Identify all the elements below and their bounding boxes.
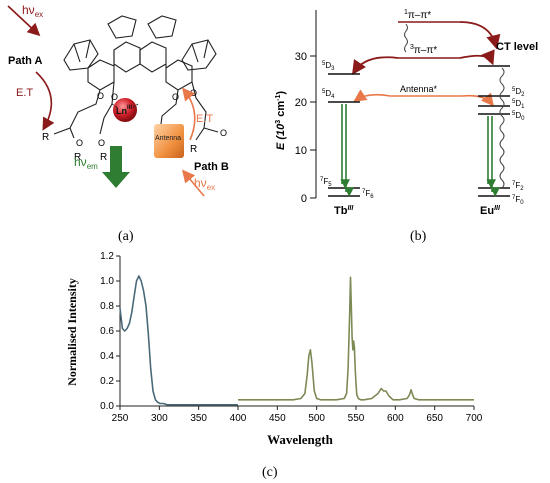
y-tick-label: 20 (295, 97, 307, 109)
antenna-to-tb-arrow (353, 89, 391, 102)
y-tick-label: 1.2 (100, 251, 114, 262)
hv-ex-right-label: hνex (194, 176, 215, 192)
x-axis-label: Wavelength (267, 432, 333, 447)
o-label: O (97, 91, 104, 101)
path-a-label: Path A (8, 55, 42, 67)
o-label: O (98, 138, 105, 148)
antenna-box (154, 124, 184, 158)
eu-level-label: 7F2 (512, 181, 524, 192)
et-right-label: E.T (196, 113, 213, 125)
panel-a-diagram: hνex Path A E.T O O O O O O O (7, 3, 229, 244)
singlet-label: 1π–π* (404, 9, 431, 21)
ct-wavy-relaxation (499, 67, 505, 189)
y-tick-label: 10 (295, 145, 307, 157)
chart-series (119, 275, 474, 406)
r-label: R (100, 152, 107, 163)
x-tick-label: 500 (308, 413, 325, 424)
panel-a-caption: (a) (118, 229, 134, 244)
ln-label: LnIII (116, 105, 132, 116)
panel-c-caption: (c) (262, 465, 278, 480)
antenna-state-label: Antenna* (400, 84, 438, 94)
hv-ex-left-label: hνex (22, 3, 43, 19)
ct-level-label: CT level (496, 41, 538, 53)
antenna-label: Antenna (155, 135, 181, 142)
r-label: R (74, 152, 81, 163)
y-tick-label: 0.2 (100, 376, 114, 387)
eu-label: EuIII (480, 205, 501, 217)
x-tick-label: 450 (269, 413, 286, 424)
x-tick-label: 400 (230, 413, 247, 424)
tb-label: TbIII (334, 205, 354, 217)
et-right-arrow (181, 87, 196, 141)
eu-level-label: 5D1 (512, 99, 525, 110)
hv-ex-left-arrow (7, 5, 41, 37)
spectrum-chart: 250 300 350 400 450 500 550 600 650 700 0.0 0.2 0.4 0… (65, 251, 483, 480)
energy-axis-label: E (103 cm-1) (275, 91, 287, 150)
panel-b-caption: (b) (410, 229, 427, 244)
triplet-to-tb-arrow (352, 56, 399, 75)
tb-level-label: 5D4 (322, 89, 335, 100)
path-b-label: Path B (194, 161, 229, 173)
x-tick-label: 350 (190, 413, 207, 424)
chart-axes (119, 256, 474, 407)
ln-ion (113, 98, 137, 122)
eu-level-label: 5D0 (512, 111, 525, 122)
hv-em-arrow (102, 146, 130, 188)
emission-spectrum-line (238, 276, 474, 401)
eu-level-label: 5D2 (512, 87, 525, 98)
hv-em-label: hνem (74, 155, 98, 171)
y-tick-label: 1.0 (100, 276, 114, 287)
o-label: O (76, 138, 83, 148)
y-tick-label: 0.6 (100, 326, 114, 337)
triplet-label: 3π–π* (410, 44, 437, 56)
panel-b-energy-diagram: 0 10 20 30 E (103 cm-1) 1π–π* 3π–π* Ante… (275, 9, 538, 244)
tb-level-label: 5D3 (322, 61, 335, 72)
r-label: R (42, 132, 49, 143)
hv-ex-right-arrow (181, 169, 205, 197)
r-label: R (190, 144, 197, 155)
eu-level-label: 7F0 (512, 195, 524, 206)
tb-level-label: 7F5 (320, 177, 332, 188)
x-tick-label: 650 (426, 413, 443, 424)
y-tick-label: 0.0 (100, 401, 114, 412)
y-tick-label: 0.8 (100, 301, 114, 312)
et-left-arrow (35, 71, 55, 131)
x-tick-label: 600 (387, 413, 404, 424)
et-left-label: E.T (16, 87, 33, 99)
y-tick-label: 0.4 (100, 351, 114, 362)
o-label: O (111, 92, 118, 102)
chart-ticks: 250 300 350 400 450 500 550 600 650 700 0.0 0.2 0.4 0… (100, 251, 483, 424)
o-label: O (190, 88, 197, 98)
o-label: O (220, 128, 227, 138)
excitation-spectrum-line (119, 275, 238, 406)
antenna-to-eu-arrow (461, 92, 495, 107)
y-tick-label: 0 (301, 193, 307, 205)
x-tick-label: 250 (112, 413, 129, 424)
singlet-to-ct-arrow (459, 21, 501, 50)
calixarene-structure (53, 15, 219, 141)
triplet-to-eu-arrow (459, 49, 495, 66)
y-axis-label: Normalised Intensity (65, 278, 79, 386)
y-tick-label: 30 (295, 51, 307, 63)
x-tick-label: 700 (466, 413, 483, 424)
o-label: O (172, 92, 179, 102)
x-tick-label: 550 (348, 413, 365, 424)
x-tick-label: 300 (151, 413, 168, 424)
isc-wavy (404, 23, 408, 53)
tb-level-label: 7F6 (362, 189, 374, 200)
